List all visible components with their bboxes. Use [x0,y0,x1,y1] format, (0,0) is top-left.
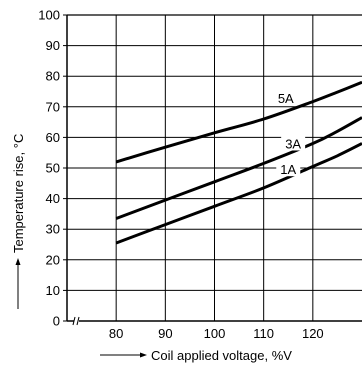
y-tick-label: 50 [46,161,60,176]
x-axis-title: Coil applied voltage, %V [100,348,292,363]
axis-break-gap [74,317,79,325]
x-tick-label: 110 [253,326,274,341]
series-label: 1A [280,162,296,177]
x-tick-labels: 80 90 100 110 120 [109,326,324,341]
y-tick-label: 40 [46,191,60,206]
y-tick-label: 0 [53,314,60,329]
series-label-bg [281,136,306,151]
y-tick-label: 90 [46,38,60,53]
x-tick-label: 120 [302,326,324,341]
y-tick-label: 60 [46,130,60,145]
x-axis-label: Coil applied voltage, %V [151,348,292,363]
series-line-5A [115,80,362,164]
axes [63,14,362,326]
grid [67,14,362,321]
y-tick-label: 70 [46,99,60,114]
y-tick-labels: 0 10 20 30 40 50 60 70 80 90 100 [38,8,60,329]
x-tick-label: 80 [109,326,123,341]
axis-break-mark [76,316,80,326]
y-tick-label: 30 [46,222,60,237]
y-axis-title: Temperature rise, °C [11,134,26,309]
series-lines [115,80,362,245]
series-label: 3A [285,136,301,151]
y-tick-label: 100 [38,8,60,23]
x-tick-label: 100 [204,326,226,341]
series-label-bg [273,91,298,106]
y-axis-arrow-head [15,258,21,265]
y-tick-label: 10 [46,283,60,298]
y-tick-label: 80 [46,69,60,84]
series-labels: 5A 3A 1A [273,91,306,177]
x-axis-arrow-head [140,352,147,358]
series-label: 5A [278,91,294,106]
series-line-1A [115,142,362,245]
x-tick-label: 90 [158,326,172,341]
series-line-3A [115,116,362,220]
series-label-bg [276,162,301,177]
y-axis-label: Temperature rise, °C [11,134,26,253]
y-tick-label: 20 [46,252,60,267]
axis-break-mark [72,316,76,326]
